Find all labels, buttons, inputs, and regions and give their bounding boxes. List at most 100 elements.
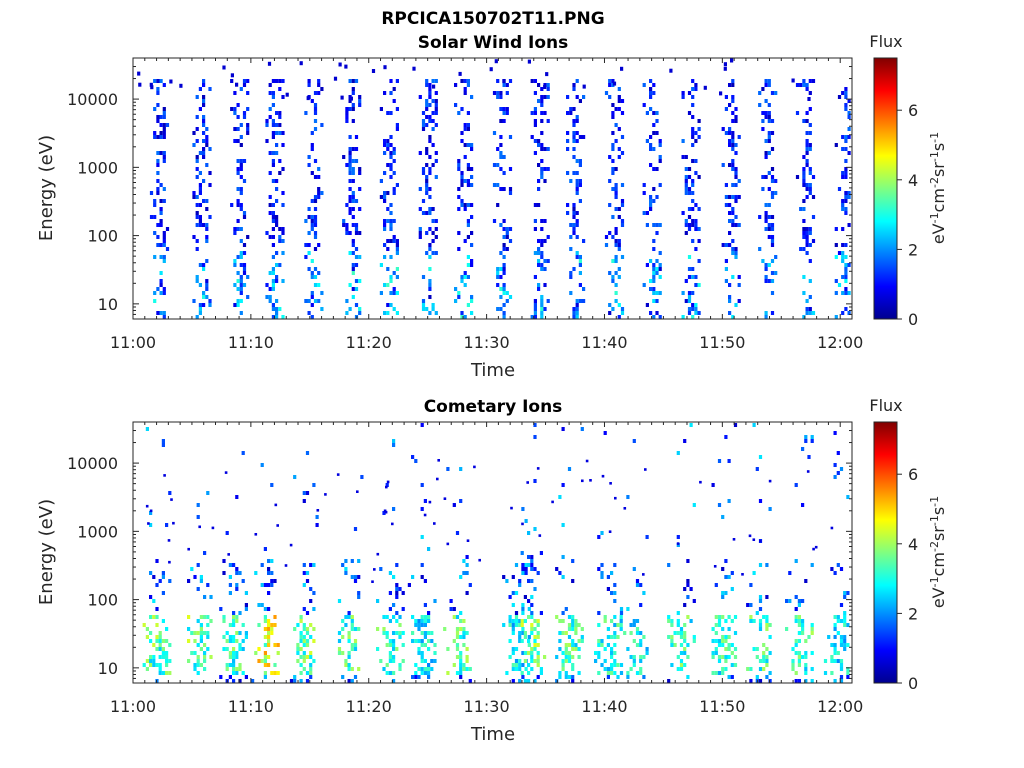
heatmap-cell <box>801 655 805 659</box>
heatmap-cell <box>724 107 728 111</box>
heatmap-cell <box>770 175 775 179</box>
heatmap-cell <box>731 223 735 227</box>
heatmap-cell <box>462 635 466 639</box>
heatmap-cell <box>273 643 277 647</box>
heatmap-cell <box>841 291 845 295</box>
heatmap-cell <box>376 552 380 556</box>
heatmap-cell <box>580 635 584 639</box>
heatmap-cell <box>431 119 435 123</box>
heatmap-cell <box>569 223 573 227</box>
heatmap-cell <box>233 283 237 287</box>
colorbar-solar-wind <box>873 57 898 320</box>
y-tick-label: 1000 <box>77 522 118 541</box>
heatmap-cell <box>348 167 352 171</box>
heatmap-cell <box>310 199 314 203</box>
heatmap-cell <box>642 211 646 215</box>
heatmap-cell <box>425 251 429 255</box>
heatmap-cell <box>499 107 503 111</box>
heatmap-cell <box>613 599 617 603</box>
heatmap-cell <box>804 671 808 675</box>
heatmap-cell <box>617 275 621 279</box>
heatmap-cell <box>731 251 735 255</box>
heatmap-cell <box>733 423 738 427</box>
heatmap-cell <box>317 271 321 275</box>
heatmap-cell <box>728 295 732 299</box>
heatmap-cell <box>392 659 396 663</box>
panel-solar-wind: Solar Wind Ions 11:00 11:10 11:20 11:30 11:4… <box>36 32 948 381</box>
heatmap-cell <box>293 627 297 631</box>
heatmap-cell <box>460 311 464 315</box>
heatmap-cell <box>389 151 393 155</box>
heatmap-cell <box>537 239 541 243</box>
heatmap-cell <box>205 223 209 227</box>
heatmap-cell <box>575 131 579 135</box>
heatmap-cell <box>527 639 531 643</box>
heatmap-cell <box>225 647 229 651</box>
heatmap-cell <box>192 143 196 147</box>
heatmap-cell <box>459 675 463 679</box>
heatmap-cell <box>156 79 160 83</box>
heatmap-cell <box>540 99 544 103</box>
heatmap-cell <box>811 79 816 83</box>
heatmap-cell <box>655 271 659 275</box>
heatmap-cell <box>232 679 236 683</box>
heatmap-cell <box>423 667 427 671</box>
heatmap-cell <box>785 599 789 603</box>
heatmap-cell <box>310 315 314 319</box>
heatmap-cell <box>353 575 358 579</box>
heatmap-cell <box>765 615 769 619</box>
heatmap-cell <box>652 239 656 243</box>
heatmap-cell <box>558 571 562 575</box>
heatmap-cell <box>423 671 427 675</box>
heatmap-cell <box>307 207 311 211</box>
heatmap-cell <box>540 119 544 123</box>
heatmap-cell <box>420 639 424 643</box>
heatmap-cell <box>774 91 778 95</box>
heatmap-cell <box>347 635 351 639</box>
heatmap-cell <box>770 291 775 295</box>
heatmap-cell <box>499 187 503 191</box>
heatmap-cell <box>683 623 687 627</box>
heatmap-cell <box>733 655 738 659</box>
heatmap-cell <box>428 295 432 299</box>
heatmap-cell <box>309 563 313 567</box>
heatmap-cell <box>730 58 734 63</box>
heatmap-cell <box>746 667 750 671</box>
heatmap-cell <box>305 671 310 675</box>
heatmap-cell <box>652 199 656 203</box>
heatmap-cell <box>658 267 662 271</box>
heatmap-cell <box>734 151 738 155</box>
heatmap-cell <box>686 559 690 563</box>
heatmap-cell <box>697 127 701 131</box>
heatmap-cell <box>749 679 753 683</box>
heatmap-cell <box>202 267 206 271</box>
heatmap-cell <box>724 559 728 563</box>
heatmap-cell <box>460 131 464 135</box>
heatmap-cell <box>425 151 429 155</box>
heatmap-cell <box>388 643 392 647</box>
heatmap-cell <box>527 643 531 647</box>
heatmap-cell <box>676 655 680 659</box>
heatmap-cell <box>241 671 245 675</box>
heatmap-cell <box>344 559 348 563</box>
heatmap-cell <box>533 227 537 231</box>
heatmap-cell <box>433 651 437 655</box>
heatmap-cell <box>837 187 842 191</box>
heatmap-cell <box>233 259 237 263</box>
heatmap-cell <box>613 671 617 675</box>
heatmap-cell <box>425 191 429 195</box>
heatmap-cell <box>496 163 500 167</box>
heatmap-cell <box>222 571 226 575</box>
heatmap-cell <box>530 135 534 139</box>
heatmap-cell <box>727 627 731 631</box>
heatmap-cell <box>558 639 562 643</box>
heatmap-cell <box>527 555 531 559</box>
heatmap-cell <box>153 199 157 203</box>
heatmap-cell <box>578 263 582 267</box>
heatmap-cell <box>246 123 250 127</box>
heatmap-cell <box>616 635 620 639</box>
heatmap-cell <box>514 663 519 667</box>
heatmap-cell <box>392 271 396 275</box>
heatmap-cell <box>313 247 318 251</box>
heatmap-cell <box>271 135 275 139</box>
